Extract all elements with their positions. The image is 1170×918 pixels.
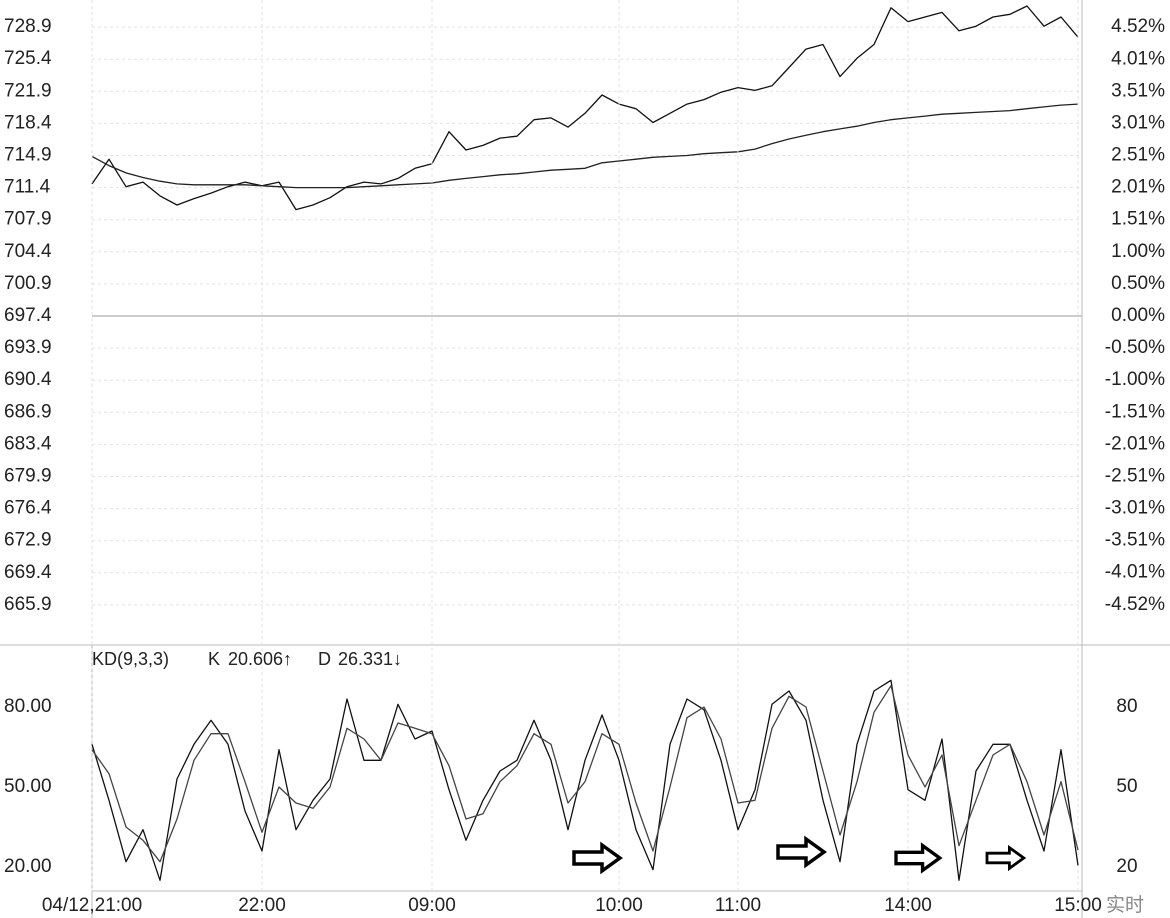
- y-tick-label: 714.9: [4, 145, 52, 166]
- y-tick-label: 683.4: [4, 433, 52, 454]
- x-tick-label: 22:00: [238, 895, 286, 916]
- y-tick-label: 20.00: [4, 856, 52, 877]
- series-line: [91, 103, 1079, 189]
- annotation-arrows: [572, 835, 1027, 875]
- y2-tick-label: -4.01%: [1105, 561, 1165, 582]
- legend-name: D: [318, 649, 331, 669]
- y-tick-label: 721.9: [4, 80, 52, 101]
- y2-tick-label: 4.01%: [1111, 49, 1165, 70]
- series-line: [91, 685, 1079, 863]
- y2-tick-label: 1.00%: [1111, 241, 1165, 262]
- indicator-title: KD(9,3,3): [92, 649, 169, 669]
- x-tick-label: 09:00: [408, 895, 456, 916]
- y2-tick-label: 0.50%: [1111, 273, 1165, 294]
- arrow: [776, 835, 827, 869]
- y2-tick-label: 4.52%: [1111, 16, 1165, 37]
- y2-tick-label: -0.50%: [1105, 337, 1165, 358]
- y-tick-label: 50.00: [4, 776, 52, 797]
- y-tick-label: 728.9: [4, 16, 52, 37]
- y-tick-label: 718.4: [4, 112, 52, 133]
- y-tick-label: 80.00: [4, 696, 52, 717]
- y2-tick-label: 2.01%: [1111, 176, 1165, 197]
- y2-tick-label: -3.01%: [1105, 497, 1165, 518]
- y2-tick-label: 20: [1116, 856, 1137, 877]
- x-tick-label: 14:00: [884, 895, 932, 916]
- arrow: [985, 844, 1027, 872]
- y-tick-label: 690.4: [4, 369, 52, 390]
- y-tick-label: 697.4: [4, 305, 52, 326]
- arrow: [572, 841, 623, 875]
- y2-tick-label: -2.01%: [1105, 434, 1165, 455]
- y-tick-label: 686.9: [4, 401, 52, 422]
- series-line: [91, 679, 1079, 881]
- legend-value: 26.331↓: [338, 649, 402, 669]
- x-tick-label: 11:00: [715, 895, 761, 916]
- y-tick-label: 676.4: [4, 498, 52, 519]
- y2-tick-label: 2.51%: [1111, 145, 1165, 166]
- legend-name: K: [208, 649, 220, 669]
- corner-label: 实时: [1106, 894, 1144, 916]
- x-tick-label: 15:00: [1054, 895, 1102, 916]
- y2-tick-label: -1.51%: [1105, 402, 1165, 423]
- series-line: [91, 5, 1079, 211]
- y-tick-label: 672.9: [4, 530, 52, 551]
- y-tick-label: 693.9: [4, 337, 52, 358]
- y2-tick-label: -1.00%: [1105, 369, 1165, 390]
- y2-tick-label: 50: [1116, 776, 1137, 797]
- legend-value: 20.606↑: [228, 649, 292, 669]
- y2-tick-label: 0.00%: [1111, 305, 1165, 326]
- y2-tick-label: 80: [1116, 696, 1137, 717]
- y-tick-label: 704.4: [4, 241, 52, 262]
- y-tick-label: 725.4: [4, 48, 52, 69]
- y2-tick-label: -2.51%: [1105, 466, 1165, 487]
- y-tick-label: 669.4: [4, 562, 52, 583]
- y-tick-label: 665.9: [4, 594, 52, 615]
- y-tick-label: 700.9: [4, 273, 52, 294]
- y2-tick-label: -4.52%: [1105, 594, 1165, 615]
- y2-tick-label: -3.51%: [1105, 529, 1165, 550]
- x-tick-label: 04/12,21:00: [42, 895, 142, 916]
- arrow: [894, 842, 943, 874]
- y-tick-label: 707.9: [4, 209, 52, 230]
- y2-tick-label: 3.01%: [1111, 113, 1165, 134]
- x-tick-label: 10:00: [595, 895, 643, 916]
- y2-tick-label: 1.51%: [1111, 208, 1165, 229]
- y-tick-label: 679.9: [4, 466, 52, 487]
- y2-tick-label: 3.51%: [1111, 81, 1165, 102]
- y-tick-label: 711.4: [4, 177, 51, 198]
